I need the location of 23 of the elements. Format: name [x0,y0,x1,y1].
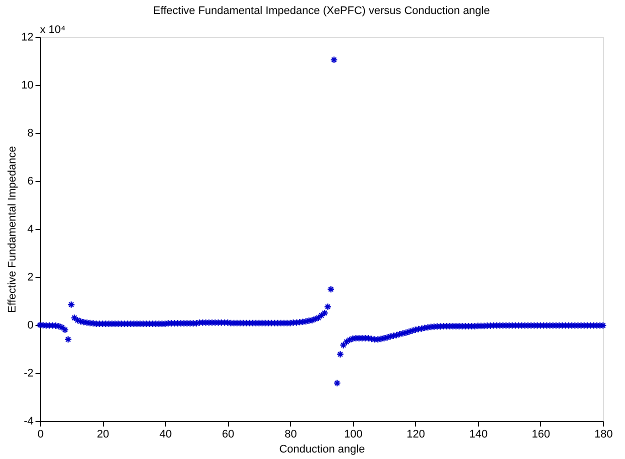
y-tick-label: 10 [21,80,34,92]
x-tick-label: 160 [532,428,550,440]
text: x 10⁴ [40,24,66,36]
x-tick-label: 60 [222,428,234,440]
x-tick-label: 20 [96,428,110,440]
x-tick-label: 80 [284,428,297,440]
y-tick-label: 0 [27,320,34,332]
y-tick-label: 4 [27,224,34,236]
x-tick-label: 0 [37,428,44,440]
y-tick-label: 2 [27,272,34,284]
chart-title: Effective Fundamental Impedance (XePFC) versus Conduction angle [153,5,490,17]
x-tick-label: 180 [594,428,613,440]
y-tick-label: 8 [27,128,34,140]
x-tick-label: 120 [406,428,426,440]
y-tick-label: -2 [24,368,34,380]
x-axis-title: Conduction angle [279,444,365,456]
y-tick-label: 12 [21,32,34,44]
x-tick-label: 100 [344,428,362,440]
x-tick-label: 40 [159,428,172,440]
y-axis-title: Effective Fundamental Impedance [6,146,18,313]
x-tick-label: 140 [469,428,488,440]
y-tick-label: -4 [24,416,34,428]
y-tick-label: 6 [27,176,34,188]
